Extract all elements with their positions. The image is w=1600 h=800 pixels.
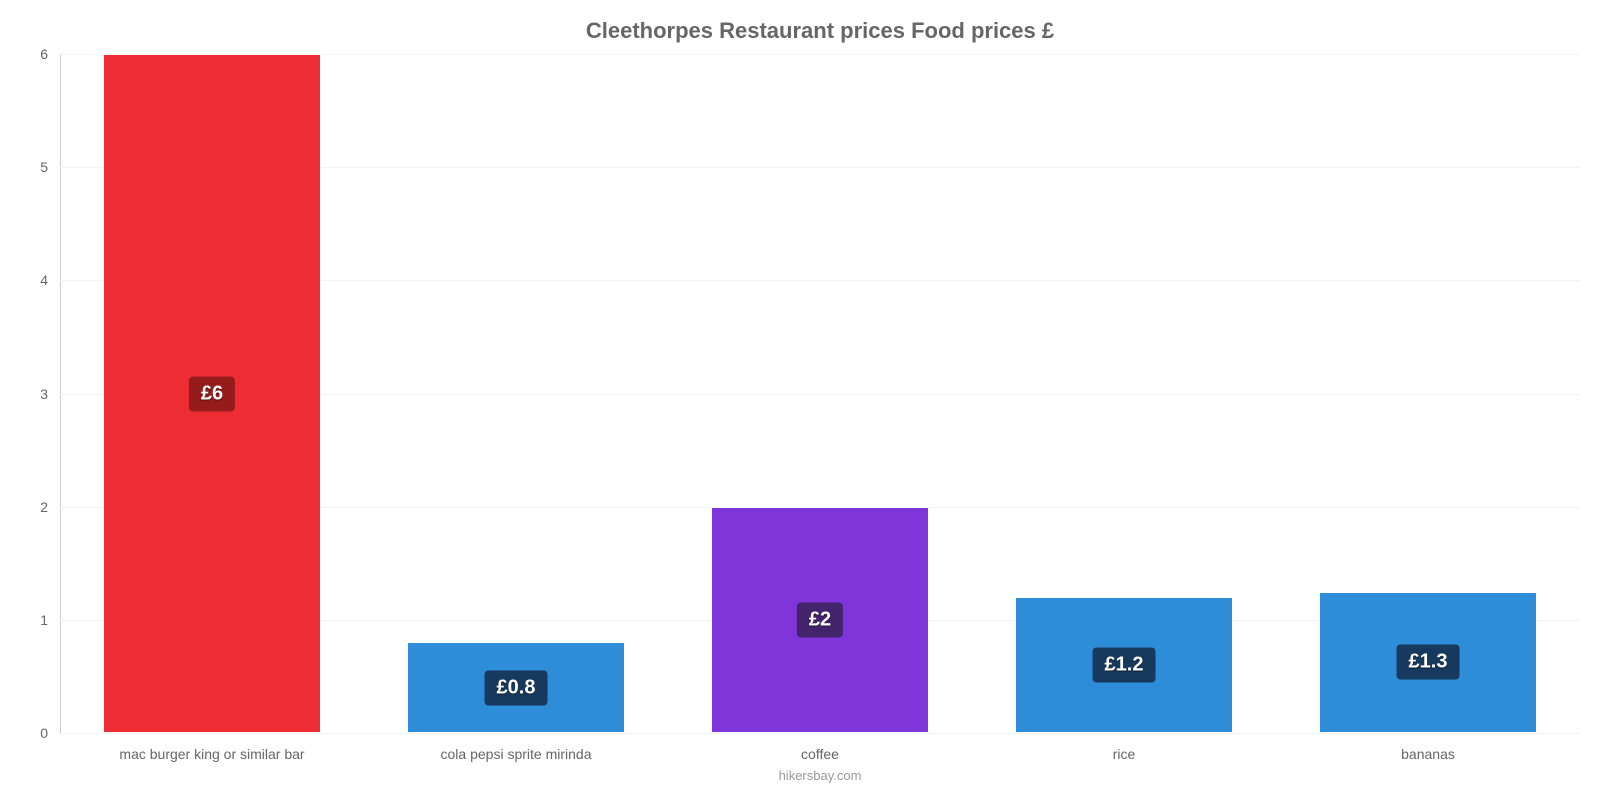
value-label-badge: £0.8 xyxy=(485,670,548,705)
y-tick-label: 5 xyxy=(40,159,48,175)
value-label-badge: £1.3 xyxy=(1397,645,1460,680)
value-label-badge: £6 xyxy=(189,376,235,411)
value-label-badge: £2 xyxy=(797,602,843,637)
x-axis-labels: mac burger king or similar barcola pepsi… xyxy=(60,746,1580,762)
bar-slot: £1.2 xyxy=(972,54,1276,733)
y-tick-label: 4 xyxy=(40,272,48,288)
bar: £6 xyxy=(103,54,322,733)
bar-slot: £2 xyxy=(668,54,972,733)
bar: £2 xyxy=(711,507,930,733)
chart-container: Cleethorpes Restaurant prices Food price… xyxy=(0,0,1600,800)
plot-area: £6£0.8£2£1.2£1.3 0123456 xyxy=(60,54,1580,734)
y-tick-label: 1 xyxy=(40,612,48,628)
bar: £0.8 xyxy=(407,642,626,733)
bar: £1.3 xyxy=(1319,592,1538,733)
chart-title: Cleethorpes Restaurant prices Food price… xyxy=(60,10,1580,54)
y-tick-label: 3 xyxy=(40,386,48,402)
x-tick-label: bananas xyxy=(1276,746,1580,762)
bar: £1.2 xyxy=(1015,597,1234,733)
y-tick-label: 6 xyxy=(40,46,48,62)
bars-row: £6 £0.8 £2 £1.2 £1.3 xyxy=(60,54,1580,733)
y-tick-label: 2 xyxy=(40,499,48,515)
x-tick-label: cola pepsi sprite mirinda xyxy=(364,746,668,762)
x-tick-label: mac burger king or similar bar xyxy=(60,746,364,762)
grid-line xyxy=(60,733,1580,734)
value-label-badge: £1.2 xyxy=(1093,648,1156,683)
chart-credit: hikersbay.com xyxy=(60,768,1580,783)
x-tick-label: rice xyxy=(972,746,1276,762)
bar-slot: £1.3 xyxy=(1276,54,1580,733)
bar-slot: £0.8 xyxy=(364,54,668,733)
x-tick-label: coffee xyxy=(668,746,972,762)
y-tick-label: 0 xyxy=(40,725,48,741)
bar-slot: £6 xyxy=(60,54,364,733)
